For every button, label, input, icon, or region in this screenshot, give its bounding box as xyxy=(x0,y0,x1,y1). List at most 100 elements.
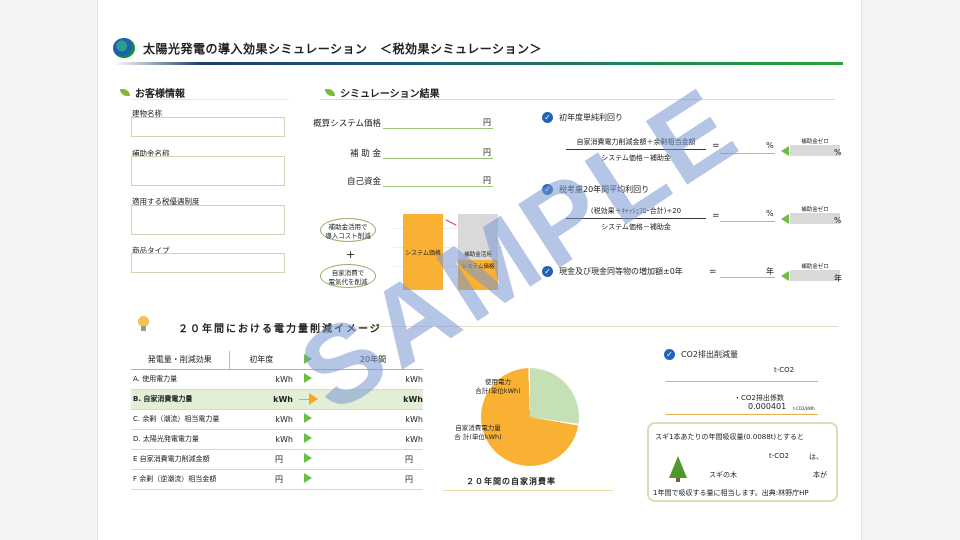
table-header-row: 発電量・削減効果 初年度 20年間 xyxy=(131,351,423,370)
zero-subsidy-value xyxy=(790,145,840,156)
year-unit: 年 xyxy=(766,267,774,276)
row-label: D. 太陽光発電電力量 xyxy=(131,429,229,450)
tree-line-1: スギ1本あたりの年間吸収量(0.0088t)とすると xyxy=(655,433,804,441)
header-divider xyxy=(113,62,843,65)
result-row-system-price: 概算システム価格 円 xyxy=(311,117,493,129)
first-year-value: kWh xyxy=(229,429,293,450)
header: 太陽光発電の導入効果シミュレーション ＜税効果シミュレーション＞ xyxy=(113,36,542,60)
subsidy-oval: 補助金活用で 導入コスト削減 xyxy=(320,218,376,242)
initial-yield-value xyxy=(720,142,775,154)
pie-label-usage: 使用電力 合計(単位kWh) xyxy=(468,378,528,396)
co2-coef-label: ・CO2排出係数 xyxy=(734,394,784,402)
arrow-cell xyxy=(293,409,323,430)
table-row: C. 余剰（潮流）相当電力量 kWh kWh xyxy=(131,409,423,430)
bar-label: システム価格 xyxy=(461,264,495,270)
field-label-building: 建物名称 xyxy=(132,109,162,118)
pie-label-line: 合 計(単位kWh) xyxy=(454,433,502,441)
calc-title-text: 初年度単純利回り xyxy=(559,113,623,122)
building-name-field[interactable] xyxy=(131,117,285,137)
bar-reduced-price: システム価格 xyxy=(458,260,498,290)
yen-unit: 円 xyxy=(483,118,491,127)
zero-subsidy-value xyxy=(790,270,840,281)
customer-heading: お客様情報 xyxy=(120,85,185,100)
subsidy-value: 円 xyxy=(383,147,493,159)
first-year-value: 円 xyxy=(229,449,293,470)
results-heading: シミュレーション結果 xyxy=(325,85,440,100)
tree-trunk xyxy=(676,478,680,482)
year-unit: 年 xyxy=(834,274,842,283)
table-row: F 余剰（逆潮流）相当金額 円 円 xyxy=(131,469,423,490)
system-price-label: 概算システム価格 xyxy=(313,119,381,129)
cost-bar-chart: システム価格 補助金活用 システム価格 xyxy=(393,214,503,290)
arrow-cell xyxy=(293,429,323,450)
20-year-value: kWh xyxy=(323,429,423,450)
self-consumption-pie-chart xyxy=(481,368,579,466)
bar-label: システム価格 xyxy=(405,249,441,257)
arrow-left-icon xyxy=(781,146,789,156)
own-funds-value: 円 xyxy=(383,175,493,187)
numerator: 自家消費電力削減金額＋余剰相当金額 xyxy=(566,137,706,150)
percent-unit: % xyxy=(834,148,842,157)
reduction-heading: ２０年間における電力量削減イメージ xyxy=(178,324,382,335)
results-heading-text: シミュレーション結果 xyxy=(340,89,440,100)
arrow-right-icon xyxy=(304,413,312,423)
oval-line: 補助金活用で xyxy=(328,223,368,231)
first-year-value: kWh xyxy=(229,409,293,430)
table-row: E 自家消費電力削減金額 円 円 xyxy=(131,449,423,470)
red-arrow-icon xyxy=(445,219,457,226)
co2-unit: t-CO2 xyxy=(774,366,795,374)
product-type-field[interactable] xyxy=(131,253,285,273)
cedar-tree-icon xyxy=(669,456,687,478)
co2-coef-unit: t-CO2/kWh xyxy=(793,406,815,411)
yen-unit: 円 xyxy=(483,148,491,157)
arrow-cell xyxy=(293,389,323,410)
zero-subsidy-label: 補助金ゼロ xyxy=(801,139,829,145)
20-year-value: kWh xyxy=(323,409,423,430)
table-row: D. 太陽光発電電力量 kWh kWh xyxy=(131,429,423,450)
percent-unit: % xyxy=(766,141,774,150)
equals-sign: = xyxy=(709,267,717,277)
co2-title: ✓ CO2排出削減量 xyxy=(664,349,738,360)
swirl-logo-icon xyxy=(113,38,135,58)
lightbulb-icon xyxy=(134,310,152,334)
col-header-item: 発電量・削減効果 xyxy=(131,351,230,370)
orange-arrow-icon xyxy=(298,393,318,405)
pie-label-line: 使用電力 xyxy=(485,378,511,386)
zero-subsidy-value xyxy=(790,213,840,224)
self-consumption-oval: 自家消費で 電気代を削減 xyxy=(320,264,376,288)
arrow-cell xyxy=(293,369,323,390)
calc-title-text: 現金及び現金同等物の増加額±0年 xyxy=(559,267,683,276)
result-row-own-funds: 自己資金 円 xyxy=(311,175,493,187)
pie-label-line: 自家消費電力量 xyxy=(455,424,501,432)
numerator: (税効果＋ｷｬｯｼｭﾌﾛｰ合計)÷20 xyxy=(566,206,706,219)
check-icon: ✓ xyxy=(664,349,675,360)
arrow-right-icon xyxy=(304,473,312,483)
tax-system-field[interactable] xyxy=(131,205,285,235)
equals-sign: = xyxy=(712,211,720,221)
tree-equivalent-box: スギ1本あたりの年間吸収量(0.0088t)とすると t-CO2 は、 スギの木… xyxy=(647,422,838,502)
subsidy-label: 補 助 金 xyxy=(350,149,381,159)
tree-wa: は、 xyxy=(809,453,823,461)
col-header-arrow xyxy=(293,351,323,370)
20-year-value: 円 xyxy=(323,469,423,490)
field-label-subsidy: 補助金名称 xyxy=(132,149,170,158)
check-icon: ✓ xyxy=(542,112,553,123)
pie-title: ２０年間の自家消費率 xyxy=(466,477,556,486)
pie-label-self-consumption: 自家消費電力量 合 計(単位kWh) xyxy=(438,424,518,442)
calc-initial-yield-title: ✓ 初年度単純利回り xyxy=(542,112,623,123)
calc-20yr-yield-fraction: (税効果＋ｷｬｯｼｭﾌﾛｰ合計)÷20 システム価格－補助金 xyxy=(566,206,706,232)
arrow-right-icon xyxy=(304,453,312,463)
report-page: 太陽光発電の導入効果シミュレーション ＜税効果シミュレーション＞ お客様情報 建… xyxy=(97,0,862,540)
field-label-product: 商品タイプ xyxy=(132,246,170,255)
col-header-20-years: 20年間 xyxy=(323,351,423,370)
row-label: E 自家消費電力削減金額 xyxy=(131,449,229,470)
bar-subsidy: 補助金活用 xyxy=(458,214,498,260)
row-label: C. 余剰（潮流）相当電力量 xyxy=(131,409,229,430)
calc-initial-yield-fraction: 自家消費電力削減金額＋余剰相当金額 システム価格－補助金 xyxy=(566,137,706,163)
20-year-value: kWh xyxy=(323,369,423,390)
subsidy-name-field[interactable] xyxy=(131,156,285,186)
tree-sugi-label: スギの木 xyxy=(709,471,737,479)
denominator: システム価格－補助金 xyxy=(601,154,671,162)
arrow-cell xyxy=(293,469,323,490)
plus-sign: + xyxy=(346,248,356,261)
